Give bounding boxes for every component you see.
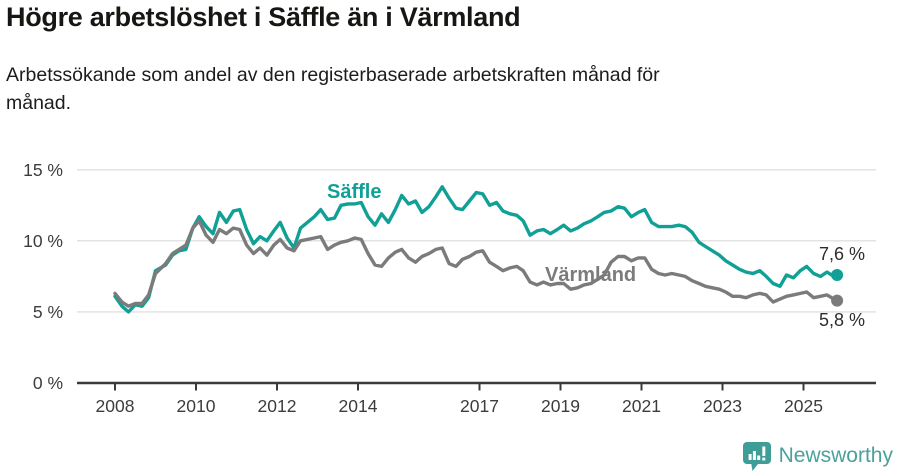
- chart-generated-layer: 0 % 5 % 10 % 15 % 2008 2010 2012 2014 2017 2019 20…: [23, 160, 876, 416]
- line-saffle: [113, 185, 839, 314]
- end-dot-saffle: [831, 269, 844, 281]
- line-varmland: [113, 219, 839, 308]
- end-value-label-varmland: 5,8 %: [819, 310, 865, 330]
- y-tick-label-5: 5 %: [33, 302, 63, 322]
- newsworthy-logo-text: Newsworthy: [778, 444, 893, 467]
- chart-subtitle-line1: Arbetssökande som andel av den registerb…: [6, 64, 660, 86]
- x-tick-label-2023: 2023: [703, 396, 742, 416]
- newsworthy-logo: Newsworthy: [742, 441, 893, 471]
- x-tick-label-2025: 2025: [784, 396, 823, 416]
- x-tick-label-2012: 2012: [258, 396, 297, 416]
- y-tick-label-0: 0 %: [33, 373, 63, 393]
- chart-subtitle: Arbetssökande som andel av den registerb…: [6, 61, 660, 117]
- series-label-varmland: Värmland: [545, 264, 636, 286]
- chart-subtitle-line2: månad.: [6, 92, 72, 114]
- page-title: Högre arbetslöshet i Säffle än i Värmlan…: [6, 2, 521, 32]
- y-tick-label-15: 15 %: [23, 160, 63, 180]
- end-dot-varmland: [831, 294, 844, 307]
- x-tick-label-2021: 2021: [622, 396, 661, 416]
- x-tick-label-2014: 2014: [339, 396, 378, 416]
- series-label-saffle: Säffle: [327, 181, 381, 203]
- x-tick-label-2019: 2019: [541, 396, 580, 416]
- y-tick-label-10: 10 %: [23, 231, 63, 251]
- end-value-label-saffle: 7,6 %: [819, 244, 865, 264]
- x-tick-label-2008: 2008: [96, 396, 135, 416]
- x-tick-label-2010: 2010: [177, 396, 216, 416]
- x-tick-label-2017: 2017: [460, 396, 499, 416]
- newsworthy-bar-chart-icon: [742, 442, 771, 471]
- line-chart: 0 % 5 % 10 % 15 % 2008 2010 2012 2014 2017 2019 20…: [23, 160, 876, 416]
